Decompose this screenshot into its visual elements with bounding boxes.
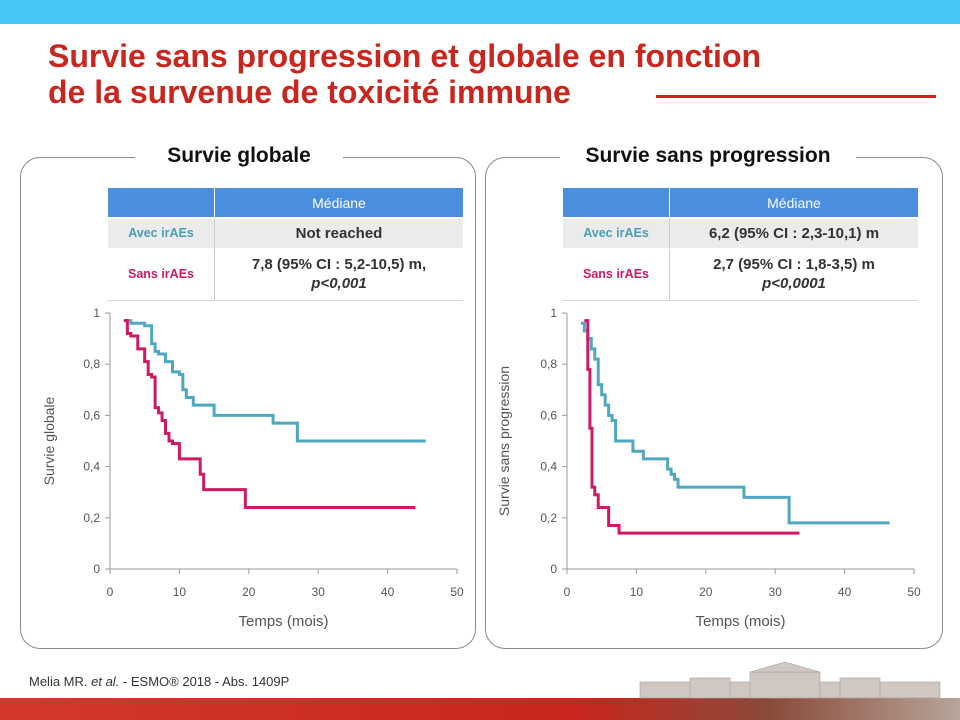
median-value: 2,7 (95% CI : 1,8-3,5) m p<0,0001 <box>669 248 918 301</box>
table-header-median: Médiane <box>669 188 918 219</box>
os-x-axis-label: Temps (mois) <box>238 613 328 630</box>
page-title: Survie sans progression et globale en fo… <box>48 38 848 110</box>
table-row: Avec irAEs Not reached <box>107 218 463 249</box>
os-series-avec-curve <box>123 319 426 443</box>
median-value-text: 6,2 (95% CI : 2,3-10,1) m <box>708 224 880 242</box>
os-x-tick-label: 40 <box>381 585 395 599</box>
os-x-tick-label: 0 <box>107 585 114 599</box>
title-underline <box>656 95 936 98</box>
table-row: Sans irAEs 2,7 (95% CI : 1,8-3,5) m p<0,… <box>562 248 918 301</box>
os-series-sans-curve <box>123 319 416 510</box>
row-label-avec: Avec irAEs <box>562 218 670 249</box>
pfs-x-tick-label: 40 <box>838 585 852 599</box>
pfs-x-tick-label: 10 <box>630 585 644 599</box>
os-y-tick-label: 0 <box>93 562 100 576</box>
pfs-y-tick-label: 0,2 <box>540 511 557 525</box>
pfs-y-tick-label: 0 <box>550 562 557 576</box>
median-value-text: Not reached <box>295 224 383 242</box>
table-header-row: Médiane <box>562 188 918 219</box>
os-y-tick-label: 0,4 <box>83 460 100 474</box>
pfs-y-tick-label: 0,8 <box>540 357 557 371</box>
median-value-text: 2,7 (95% CI : 1,8-3,5) m <box>713 256 875 273</box>
top-banner <box>0 0 960 24</box>
table-row: Avec irAEs 6,2 (95% CI : 2,3-10,1) m <box>562 218 918 249</box>
citation: Melia MR. et al. - ESMO® 2018 - Abs. 140… <box>29 674 290 689</box>
p-value-text: p<0,001 <box>311 275 367 292</box>
palace-illustration <box>639 661 941 699</box>
pfs-x-tick-label: 30 <box>769 585 783 599</box>
pfs-y-tick-label: 1 <box>550 306 557 320</box>
table-row: Sans irAEs 7,8 (95% CI : 5,2-10,5) m, p<… <box>107 248 463 301</box>
title-line-2: de la survenue de toxicité immune <box>48 74 571 110</box>
os-x-tick-label: 20 <box>242 585 256 599</box>
median-table-pfs: Médiane Avec irAEs 6,2 (95% CI : 2,3-10,… <box>562 188 918 301</box>
bottom-banner <box>0 698 960 720</box>
median-table-overall: Médiane Avec irAEs Not reached Sans irAE… <box>107 188 463 301</box>
pfs-series-avec-curve <box>580 321 890 525</box>
table-corner-cell <box>562 188 670 219</box>
median-value: Not reached <box>214 218 463 249</box>
table-header-median: Médiane <box>214 188 463 219</box>
pfs-x-tick-label: 20 <box>699 585 713 599</box>
table-corner-cell <box>107 188 215 219</box>
row-label-avec: Avec irAEs <box>107 218 215 249</box>
pfs-x-axis-label: Temps (mois) <box>695 613 785 630</box>
os-x-tick-label: 30 <box>312 585 326 599</box>
os-x-tick-label: 10 <box>173 585 187 599</box>
os-y-tick-label: 0,6 <box>83 408 100 422</box>
row-label-sans: Sans irAEs <box>562 248 670 301</box>
pfs-series-sans-curve <box>584 319 800 535</box>
p-value-text: p<0,0001 <box>762 275 826 292</box>
pfs-y-tick-label: 0,6 <box>540 408 557 422</box>
title-line-1: Survie sans progression et globale en fo… <box>48 38 762 74</box>
pfs-x-tick-label: 0 <box>564 585 571 599</box>
pfs-y-tick-label: 0,4 <box>540 460 557 474</box>
median-value: 7,8 (95% CI : 5,2-10,5) m, p<0,001 <box>214 248 463 301</box>
os-x-tick-label: 50 <box>450 585 464 599</box>
pfs-x-tick-label: 50 <box>907 585 921 599</box>
heading-progression-free-survival: Survie sans progression <box>560 142 856 170</box>
os-y-tick-label: 0,8 <box>83 357 100 371</box>
median-value-text: 7,8 (95% CI : 5,2-10,5) m, <box>251 256 427 273</box>
heading-overall-survival: Survie globale <box>135 142 343 170</box>
table-header-row: Médiane <box>107 188 463 219</box>
os-y-tick-label: 1 <box>93 306 100 320</box>
pfs-y-axis-label: Survie sans progression <box>496 366 512 516</box>
row-label-sans: Sans irAEs <box>107 248 215 301</box>
os-y-axis-label: Survie globale <box>41 396 57 485</box>
os-y-tick-label: 0,2 <box>83 511 100 525</box>
median-value: 6,2 (95% CI : 2,3-10,1) m <box>669 218 918 249</box>
